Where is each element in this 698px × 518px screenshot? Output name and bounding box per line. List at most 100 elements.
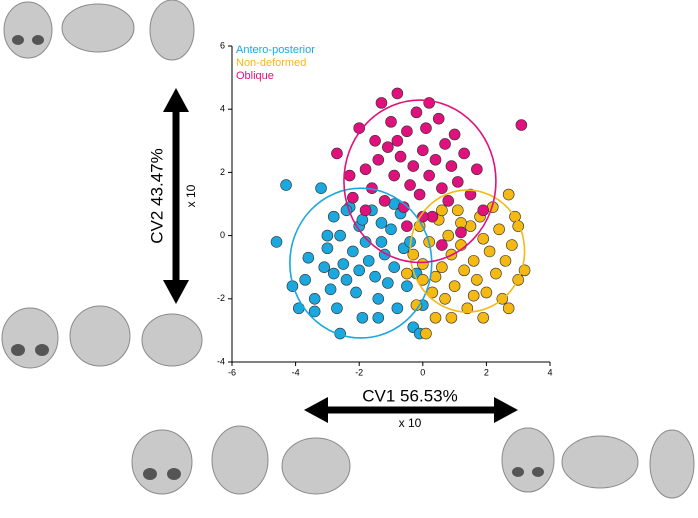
point xyxy=(382,141,394,153)
point xyxy=(353,264,366,277)
point xyxy=(327,210,340,223)
x-tick-label: 4 xyxy=(547,367,552,377)
point xyxy=(404,179,416,191)
legend-entry: Oblique xyxy=(236,70,274,82)
x-scale-label: x 10 xyxy=(399,416,422,430)
point xyxy=(477,311,490,324)
y-tick-label: 0 xyxy=(220,230,225,240)
point xyxy=(490,267,502,280)
x-tick-label: -4 xyxy=(292,367,300,377)
point xyxy=(480,286,493,299)
point xyxy=(416,258,429,270)
point xyxy=(280,179,292,191)
point xyxy=(448,280,461,292)
point xyxy=(502,302,515,315)
point xyxy=(308,305,321,318)
point xyxy=(436,204,448,217)
point xyxy=(499,255,512,267)
point xyxy=(413,188,426,201)
legend-entry: Antero-posterior xyxy=(236,44,315,56)
point xyxy=(436,261,448,274)
point xyxy=(423,97,435,109)
point xyxy=(515,119,528,131)
point xyxy=(318,261,331,274)
point xyxy=(401,125,413,138)
legend-entry: Non-deformed xyxy=(236,57,306,69)
point xyxy=(321,242,334,255)
point xyxy=(458,264,470,277)
x-axis-label: CV1 56.53% xyxy=(362,386,457,405)
point xyxy=(315,182,327,194)
point xyxy=(442,229,455,242)
cv2-arrow xyxy=(163,88,189,304)
point xyxy=(347,191,359,204)
point xyxy=(359,236,372,248)
point xyxy=(506,239,518,251)
y-tick-label: 4 xyxy=(220,104,225,114)
point xyxy=(458,147,470,160)
point xyxy=(382,277,394,289)
point xyxy=(359,163,372,176)
point xyxy=(502,188,515,201)
point xyxy=(467,255,480,267)
point xyxy=(401,220,413,232)
skull-images xyxy=(1,0,695,499)
point xyxy=(340,274,353,286)
point xyxy=(331,147,343,160)
point xyxy=(299,274,311,286)
point xyxy=(391,87,404,100)
point xyxy=(461,302,474,315)
point xyxy=(420,327,432,340)
point xyxy=(375,236,388,248)
point xyxy=(385,116,397,128)
point xyxy=(369,135,381,147)
confidence-ellipse xyxy=(409,189,526,313)
point xyxy=(436,182,448,194)
point xyxy=(439,138,451,150)
point xyxy=(385,223,397,236)
point xyxy=(493,223,505,236)
point xyxy=(445,311,458,324)
y-tick-label: -2 xyxy=(217,293,225,303)
point xyxy=(308,292,321,305)
point xyxy=(302,251,315,264)
point xyxy=(420,122,432,134)
point xyxy=(292,302,305,315)
point xyxy=(407,160,420,172)
y-scale-label: x 10 xyxy=(184,184,198,207)
point xyxy=(327,267,340,280)
point xyxy=(477,232,490,245)
point xyxy=(350,286,362,299)
x-tick-label: -2 xyxy=(355,367,363,377)
point xyxy=(394,150,407,163)
cv1-arrow xyxy=(304,397,518,423)
point xyxy=(391,302,404,315)
x-tick-label: -6 xyxy=(228,367,236,377)
point xyxy=(401,280,413,292)
point xyxy=(334,229,346,242)
point xyxy=(410,106,423,119)
point xyxy=(321,229,334,242)
x-tick-label: 0 xyxy=(420,367,425,377)
point xyxy=(388,261,400,274)
point xyxy=(442,195,455,207)
x-tick-label: 2 xyxy=(484,367,489,377)
point xyxy=(359,204,372,217)
y-axis-label: CV2 43.47% xyxy=(147,148,166,243)
point xyxy=(337,258,350,270)
point xyxy=(391,135,404,147)
point xyxy=(388,169,400,182)
point xyxy=(324,283,337,296)
point xyxy=(448,128,461,141)
point xyxy=(455,226,467,239)
point xyxy=(375,97,388,109)
point xyxy=(445,160,458,172)
point xyxy=(436,239,448,251)
point xyxy=(429,153,442,166)
point xyxy=(429,311,442,324)
y-tick-label: 2 xyxy=(220,167,225,177)
point xyxy=(331,302,343,315)
point xyxy=(451,204,464,217)
point xyxy=(369,270,381,283)
point xyxy=(362,255,375,267)
